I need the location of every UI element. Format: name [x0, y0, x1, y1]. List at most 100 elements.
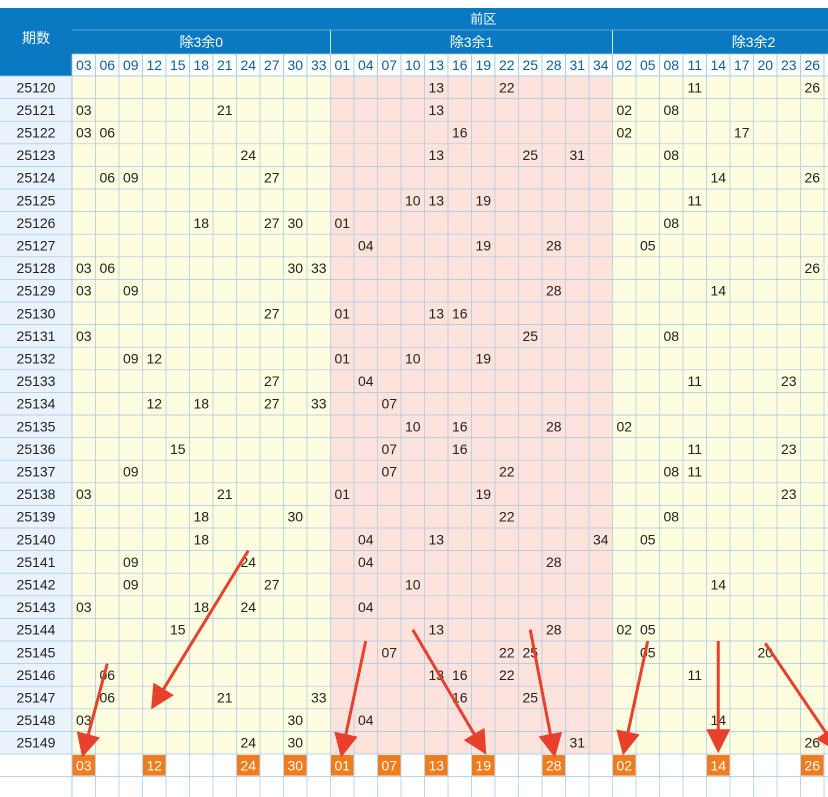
period-label: 25144	[17, 622, 56, 638]
period-label: 25120	[17, 79, 56, 95]
drawn-number: 18	[193, 396, 209, 412]
drawn-number: 13	[428, 192, 444, 208]
drawn-number: 28	[546, 238, 562, 254]
drawn-number: 03	[76, 125, 92, 141]
drawn-number: 10	[405, 351, 421, 367]
column-number-header: 19	[475, 57, 491, 73]
drawn-number: 27	[264, 305, 280, 321]
group-header-mod1: 除3余1	[450, 34, 494, 50]
column-number-header: 20	[757, 57, 773, 73]
drawn-number: 04	[358, 238, 374, 254]
period-label: 25131	[17, 328, 56, 344]
column-number-header: 18	[193, 57, 209, 73]
column-number-header: 04	[358, 57, 374, 73]
drawn-number: 08	[663, 102, 679, 118]
annotation-arrow	[616, 640, 650, 756]
drawn-number: 06	[99, 690, 115, 706]
drawn-number: 09	[123, 170, 139, 186]
period-label: 25132	[17, 351, 56, 367]
drawn-number: 31	[569, 735, 585, 751]
drawn-number: 23	[781, 373, 797, 389]
drawn-number: 09	[123, 464, 139, 480]
header-bar	[0, 8, 828, 54]
drawn-number: 07	[381, 464, 397, 480]
drawn-number: 03	[76, 712, 92, 728]
drawn-number: 14	[710, 170, 726, 186]
period-label: 25145	[17, 644, 56, 660]
column-number-header: 12	[146, 57, 162, 73]
drawn-number: 27	[264, 396, 280, 412]
period-label: 25128	[17, 260, 56, 276]
drawn-number: 30	[287, 260, 303, 276]
period-column-header: 期数	[22, 30, 50, 46]
drawn-number: 08	[663, 328, 679, 344]
predicted-number: 26	[804, 757, 820, 773]
period-label: 25130	[17, 305, 56, 321]
drawn-number: 06	[99, 125, 115, 141]
predicted-number: 12	[146, 757, 162, 773]
drawn-number: 05	[640, 238, 656, 254]
column-number-header: 07	[381, 57, 397, 73]
predicted-cell	[237, 755, 260, 776]
drawn-number: 14	[710, 283, 726, 299]
column-number-header: 23	[781, 57, 797, 73]
predicted-cell	[425, 755, 448, 776]
drawn-number: 08	[663, 215, 679, 231]
drawn-number: 19	[475, 192, 491, 208]
predicted-cell	[331, 755, 354, 776]
drawn-number: 08	[663, 509, 679, 525]
drawn-number: 25	[522, 690, 538, 706]
period-label: 25142	[17, 577, 56, 593]
drawn-number: 33	[311, 690, 327, 706]
drawn-number: 10	[405, 577, 421, 593]
drawn-number: 09	[123, 577, 139, 593]
drawn-number: 11	[687, 373, 702, 389]
drawn-number: 04	[358, 599, 374, 615]
drawn-number: 07	[381, 396, 397, 412]
drawn-number: 10	[405, 192, 421, 208]
drawn-number: 19	[475, 486, 491, 502]
drawn-number: 13	[428, 79, 444, 95]
drawn-number: 03	[76, 102, 92, 118]
drawn-number: 09	[123, 283, 139, 299]
column-number-header: 05	[640, 57, 656, 73]
predicted-cell	[472, 755, 495, 776]
predicted-number: 07	[381, 757, 397, 773]
drawn-number: 05	[640, 622, 656, 638]
annotation-arrow	[76, 663, 109, 758]
predicted-number: 19	[475, 757, 491, 773]
predicted-cell	[801, 755, 824, 776]
drawn-number: 28	[546, 622, 562, 638]
column-number-header: 11	[687, 57, 702, 73]
drawn-number: 21	[217, 486, 233, 502]
period-label: 25141	[17, 554, 56, 570]
predicted-number: 02	[616, 757, 632, 773]
drawn-number: 03	[76, 599, 92, 615]
drawn-number: 18	[193, 509, 209, 525]
period-label: 25127	[17, 238, 56, 254]
column-number-header: 08	[663, 57, 679, 73]
column-number-header: 17	[734, 57, 750, 73]
drawn-number: 06	[99, 260, 115, 276]
drawn-number: 30	[287, 735, 303, 751]
drawn-number: 13	[428, 305, 444, 321]
drawn-number: 16	[452, 441, 468, 457]
drawn-number: 33	[311, 396, 327, 412]
predicted-cell	[284, 755, 307, 776]
drawn-number: 04	[358, 712, 374, 728]
drawn-number: 28	[546, 418, 562, 434]
predicted-cell	[72, 755, 95, 776]
period-label: 25121	[17, 102, 56, 118]
column-number-header: 06	[99, 57, 115, 73]
group-header-mod0: 除3余0	[179, 34, 223, 50]
drawn-number: 26	[804, 260, 820, 276]
drawn-number: 28	[546, 283, 562, 299]
drawn-number: 24	[240, 599, 256, 615]
period-label: 25149	[17, 735, 56, 751]
period-label: 25146	[17, 667, 56, 683]
column-number-header: 10	[405, 57, 421, 73]
drawn-number: 19	[475, 238, 491, 254]
drawn-number: 23	[781, 486, 797, 502]
drawn-number: 01	[334, 486, 350, 502]
